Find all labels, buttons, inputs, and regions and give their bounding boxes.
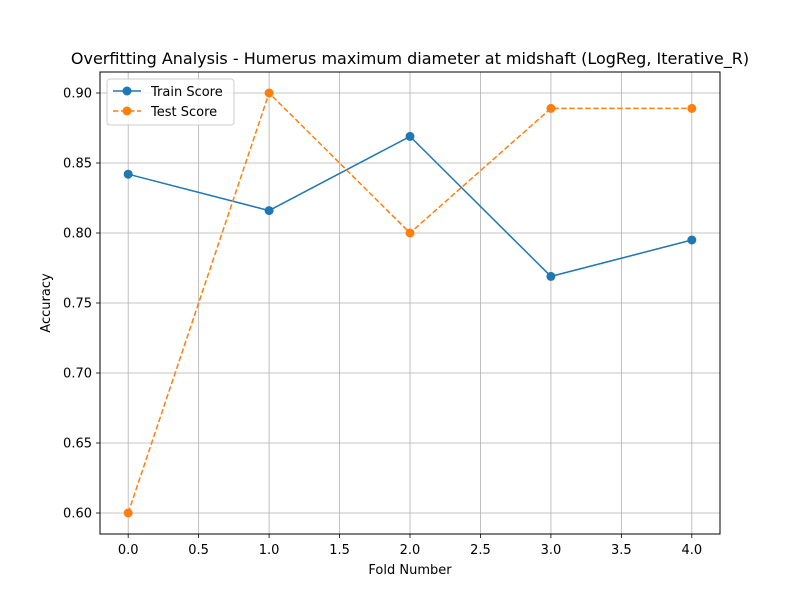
data-point-train-score <box>405 131 415 141</box>
y-tick-label: 0.70 <box>63 367 92 382</box>
y-tick-label: 0.90 <box>63 87 92 102</box>
legend-label-train-score: Train Score <box>150 85 223 100</box>
x-tick-label: 1.0 <box>259 543 280 558</box>
x-tick-label: 0.5 <box>188 543 209 558</box>
axis-ticks: 0.0 0.5 1.0 1.5 2.0 2.5 3.0 3.5 4.0 0.60 0.65 0.70 0… <box>63 87 702 559</box>
data-point-train-score <box>546 271 556 281</box>
y-tick-label: 0.60 <box>63 507 92 522</box>
data-point-train-score <box>264 206 274 216</box>
x-tick-label: 0.0 <box>118 543 139 558</box>
y-tick-label: 0.65 <box>63 437 92 452</box>
x-tick-label: 2.0 <box>400 543 421 558</box>
data-point-test-score <box>405 228 415 238</box>
x-tick-label: 3.0 <box>541 543 562 558</box>
series-layer <box>123 88 697 518</box>
y-tick-label: 0.75 <box>63 297 92 312</box>
x-tick-label: 2.5 <box>470 543 491 558</box>
data-point-test-score <box>123 508 133 518</box>
legend-label-test-score: Test Score <box>150 105 217 120</box>
y-tick-label: 0.80 <box>63 227 92 242</box>
legend: Train Score Test Score <box>106 78 235 126</box>
x-axis-label: Fold Number <box>368 563 452 578</box>
data-point-test-score <box>264 88 274 98</box>
data-point-train-score <box>123 169 133 179</box>
x-tick-label: 4.0 <box>681 543 702 558</box>
y-tick-label: 0.85 <box>63 157 92 172</box>
x-tick-label: 1.5 <box>329 543 350 558</box>
legend-marker-train-score <box>122 86 132 96</box>
x-tick-label: 3.5 <box>611 543 632 558</box>
data-point-test-score <box>687 103 697 113</box>
y-axis-label: Accuracy <box>39 273 54 333</box>
legend-marker-test-score <box>122 106 132 116</box>
chart-title: Overfitting Analysis - Humerus maximum d… <box>71 49 749 69</box>
data-point-train-score <box>687 235 697 245</box>
data-point-test-score <box>546 103 556 113</box>
